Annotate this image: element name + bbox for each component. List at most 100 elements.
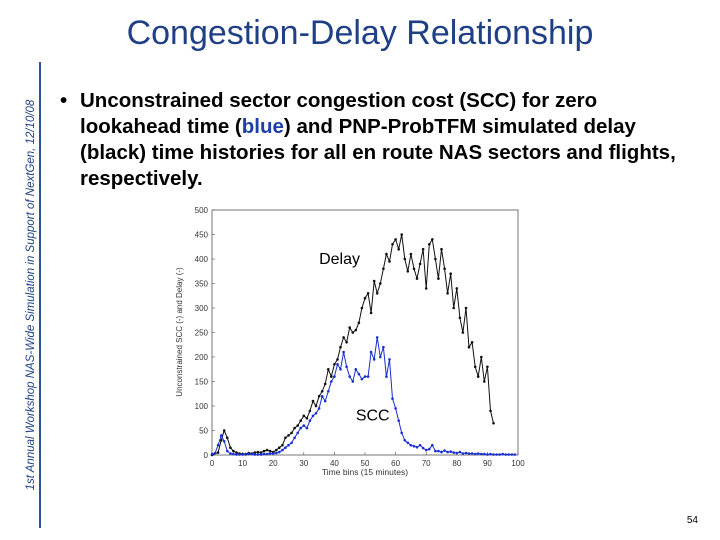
data-point-scc-16 xyxy=(259,453,263,456)
data-point-delay-87 xyxy=(476,375,480,378)
data-point-delay-63 xyxy=(403,257,407,261)
data-point-delay-26 xyxy=(290,431,293,435)
data-point-delay-79 xyxy=(452,306,456,310)
data-point-scc-26 xyxy=(290,441,293,445)
data-point-delay-71 xyxy=(428,243,431,246)
data-point-scc-56 xyxy=(382,345,385,349)
y-tick-label-50: 50 xyxy=(199,427,208,436)
data-point-delay-74 xyxy=(437,277,440,280)
data-point-delay-69 xyxy=(421,247,425,251)
data-point-delay-64 xyxy=(406,270,410,273)
data-point-scc-9 xyxy=(238,453,241,456)
x-tick-label-60: 60 xyxy=(391,459,400,468)
data-point-delay-23 xyxy=(281,443,284,447)
x-tick-label-90: 90 xyxy=(483,459,492,468)
data-point-scc-29 xyxy=(299,426,302,430)
data-point-scc-80 xyxy=(455,451,459,455)
data-point-scc-15 xyxy=(256,453,260,456)
data-point-scc-83 xyxy=(464,451,468,455)
data-point-delay-58 xyxy=(388,260,391,263)
data-point-scc-7 xyxy=(232,452,235,456)
x-axis-ticks: 0 10 20 30 40 50 60 70 80 90 100 xyxy=(210,452,525,468)
data-point-scc-85 xyxy=(470,452,474,455)
data-point-scc-64 xyxy=(406,441,410,445)
data-point-delay-40 xyxy=(333,363,336,366)
data-point-delay-29 xyxy=(299,419,302,422)
data-point-scc-73 xyxy=(434,449,437,453)
data-point-scc-92 xyxy=(492,453,495,456)
data-point-delay-83 xyxy=(464,306,468,310)
data-point-delay-55 xyxy=(379,282,382,285)
data-point-scc-0 xyxy=(210,452,214,456)
y-tick-label-300: 300 xyxy=(195,304,209,313)
data-point-scc-69 xyxy=(421,446,425,450)
y-axis-ticks: 0 50 100 150 200 250 300 350 400 450 500 xyxy=(195,206,215,460)
data-point-delay-67 xyxy=(415,277,419,280)
data-point-scc-67 xyxy=(415,445,419,449)
data-point-scc-30 xyxy=(302,424,306,427)
data-point-scc-57 xyxy=(385,375,388,378)
data-point-scc-39 xyxy=(330,380,333,383)
data-point-scc-87 xyxy=(476,452,480,455)
bullet-icon: • xyxy=(60,89,68,112)
data-point-scc-47 xyxy=(354,368,358,371)
data-point-delay-14 xyxy=(253,451,257,454)
data-point-scc-32 xyxy=(308,419,312,422)
data-point-scc-13 xyxy=(250,452,254,456)
y-tick-label-350: 350 xyxy=(195,280,209,289)
annotation-delay: Delay xyxy=(319,251,360,268)
data-point-scc-36 xyxy=(320,394,324,398)
data-point-delay-7 xyxy=(232,449,235,453)
data-point-scc-25 xyxy=(287,443,290,447)
data-point-scc-40 xyxy=(333,375,336,378)
data-point-delay-88 xyxy=(480,355,483,359)
x-axis-label: Time bins (15 minutes) xyxy=(322,467,408,477)
data-point-delay-92 xyxy=(492,421,495,425)
data-point-delay-47 xyxy=(354,328,358,332)
x-tick-label-10: 10 xyxy=(238,459,247,468)
data-point-scc-22 xyxy=(278,450,281,454)
data-point-scc-45 xyxy=(348,375,351,378)
data-point-delay-57 xyxy=(385,252,388,256)
data-point-scc-4 xyxy=(222,440,226,443)
data-point-scc-33 xyxy=(311,414,315,418)
y-tick-label-500: 500 xyxy=(195,206,209,215)
data-point-scc-98 xyxy=(510,453,514,456)
data-point-delay-19 xyxy=(268,449,272,453)
data-point-scc-1 xyxy=(213,451,217,455)
data-point-delay-32 xyxy=(308,409,312,413)
data-point-scc-19 xyxy=(268,452,272,455)
data-point-delay-81 xyxy=(458,316,462,320)
y-tick-label-150: 150 xyxy=(195,378,209,387)
data-point-delay-17 xyxy=(262,449,266,453)
data-point-scc-79 xyxy=(452,451,456,454)
y-tick-label-400: 400 xyxy=(195,255,209,264)
side-caption: 1st Annual Workshop NAS-Wide Simulation … xyxy=(25,99,37,491)
data-point-delay-49 xyxy=(360,306,364,310)
data-point-scc-20 xyxy=(271,452,275,455)
data-point-scc-28 xyxy=(296,431,299,435)
data-point-delay-91 xyxy=(489,409,492,413)
y-tick-label-250: 250 xyxy=(195,329,209,338)
data-point-scc-74 xyxy=(437,449,440,453)
data-point-scc-90 xyxy=(486,453,489,456)
data-point-scc-27 xyxy=(293,436,296,440)
slide-title: Congestion-Delay Relationship xyxy=(126,14,594,52)
data-point-scc-52 xyxy=(369,350,373,354)
data-point-scc-66 xyxy=(412,444,416,448)
x-tick-label-50: 50 xyxy=(361,459,370,468)
data-point-delay-2 xyxy=(216,451,220,454)
x-tick-label-20: 20 xyxy=(269,459,278,468)
series-markers-delay xyxy=(210,233,495,457)
data-point-scc-44 xyxy=(345,365,348,369)
y-tick-label-450: 450 xyxy=(195,231,209,240)
data-point-scc-68 xyxy=(418,443,422,447)
data-point-delay-53 xyxy=(372,279,376,283)
data-point-scc-35 xyxy=(317,407,321,410)
data-point-delay-70 xyxy=(424,287,428,290)
data-point-scc-3 xyxy=(219,434,223,437)
data-point-delay-39 xyxy=(330,375,333,378)
data-point-scc-42 xyxy=(339,368,342,371)
data-point-delay-5 xyxy=(226,436,229,440)
page-number: 54 xyxy=(686,515,698,526)
